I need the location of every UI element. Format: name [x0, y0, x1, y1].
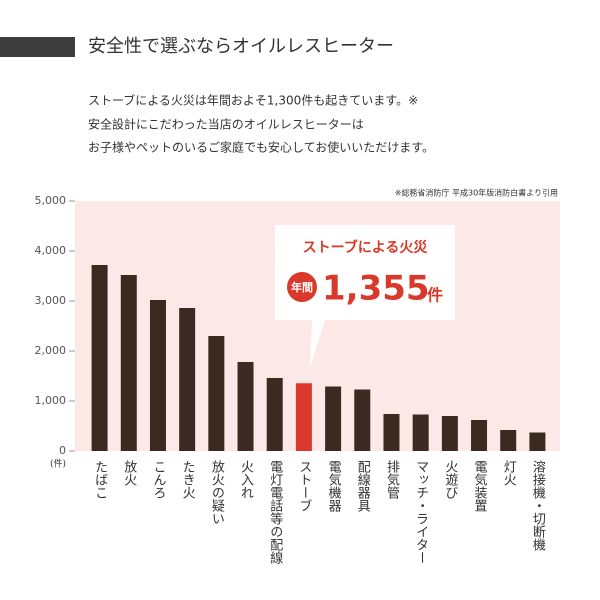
x-tick-label: 電気装置	[472, 460, 488, 512]
bar	[237, 362, 254, 451]
x-tick-label: たばこ	[92, 460, 107, 499]
x-tick-label: たき火	[180, 460, 196, 499]
bar	[295, 383, 312, 451]
x-tick-label: 配線器具	[355, 460, 371, 512]
header-title: 安全性で選ぶならオイルレスヒーター	[88, 36, 394, 57]
bar	[91, 265, 108, 451]
y-tick-label: 2,000	[35, 344, 67, 357]
x-tick-label: 電気機器	[326, 460, 342, 513]
x-tick-label: こんろ	[150, 460, 165, 499]
bar	[500, 430, 517, 451]
callout-badge	[287, 272, 317, 302]
x-tick-label: ストーブ	[296, 460, 311, 512]
x-tick-label: 灯火	[501, 460, 517, 486]
intro-line: お子様やペットのいるご家庭でも安心してお使いいただけます。	[88, 140, 434, 155]
header-bar	[0, 37, 75, 57]
bar	[266, 378, 283, 451]
bar	[471, 420, 488, 451]
intro-line: ストーブによる火災は年間およそ1,300件も起きています。※	[88, 93, 418, 108]
callout: ストーブによる火災 年間 1,355 件	[275, 225, 455, 368]
callout-prefix: 年間	[291, 280, 313, 294]
bar	[325, 386, 342, 451]
y-tick-label: 3,000	[35, 294, 67, 307]
x-tick-label: 火入れ	[238, 460, 254, 499]
x-tick-label: 電灯電話等の配線	[267, 460, 283, 564]
callout-box	[275, 225, 455, 368]
callout-title: ストーブによる火災	[303, 239, 429, 256]
y-tick-label: 5,000	[35, 194, 67, 207]
bar	[441, 416, 458, 451]
bar	[149, 300, 166, 451]
bar	[208, 336, 225, 451]
callout-value: 1,355	[322, 269, 430, 309]
intro-line: 安全設計にこだわった当店のオイルレスヒーターは	[88, 117, 364, 132]
x-tick-label: 溶接機・切断機	[530, 460, 546, 551]
bar	[529, 432, 546, 451]
bar	[412, 414, 429, 451]
x-tick-label: 排気管	[384, 460, 400, 500]
x-tick-label: 放火の疑い	[209, 460, 225, 525]
bar	[179, 308, 196, 451]
x-tick-label: 放火	[121, 460, 137, 486]
y-unit: (件)	[50, 458, 66, 470]
y-tick-label: 1,000	[35, 394, 67, 407]
x-tick-label: マッチ・ライター	[413, 460, 428, 564]
bar	[354, 389, 371, 451]
bar	[383, 414, 400, 451]
y-tick-label: 4,000	[35, 244, 67, 257]
bar	[120, 275, 137, 451]
x-tick-label: 火遊び	[442, 460, 458, 499]
source-note: ※総務省消防庁 平成30年版消防白書より引用	[395, 188, 558, 198]
y-tick-label: 0	[59, 444, 66, 457]
callout-unit: 件	[427, 286, 443, 305]
